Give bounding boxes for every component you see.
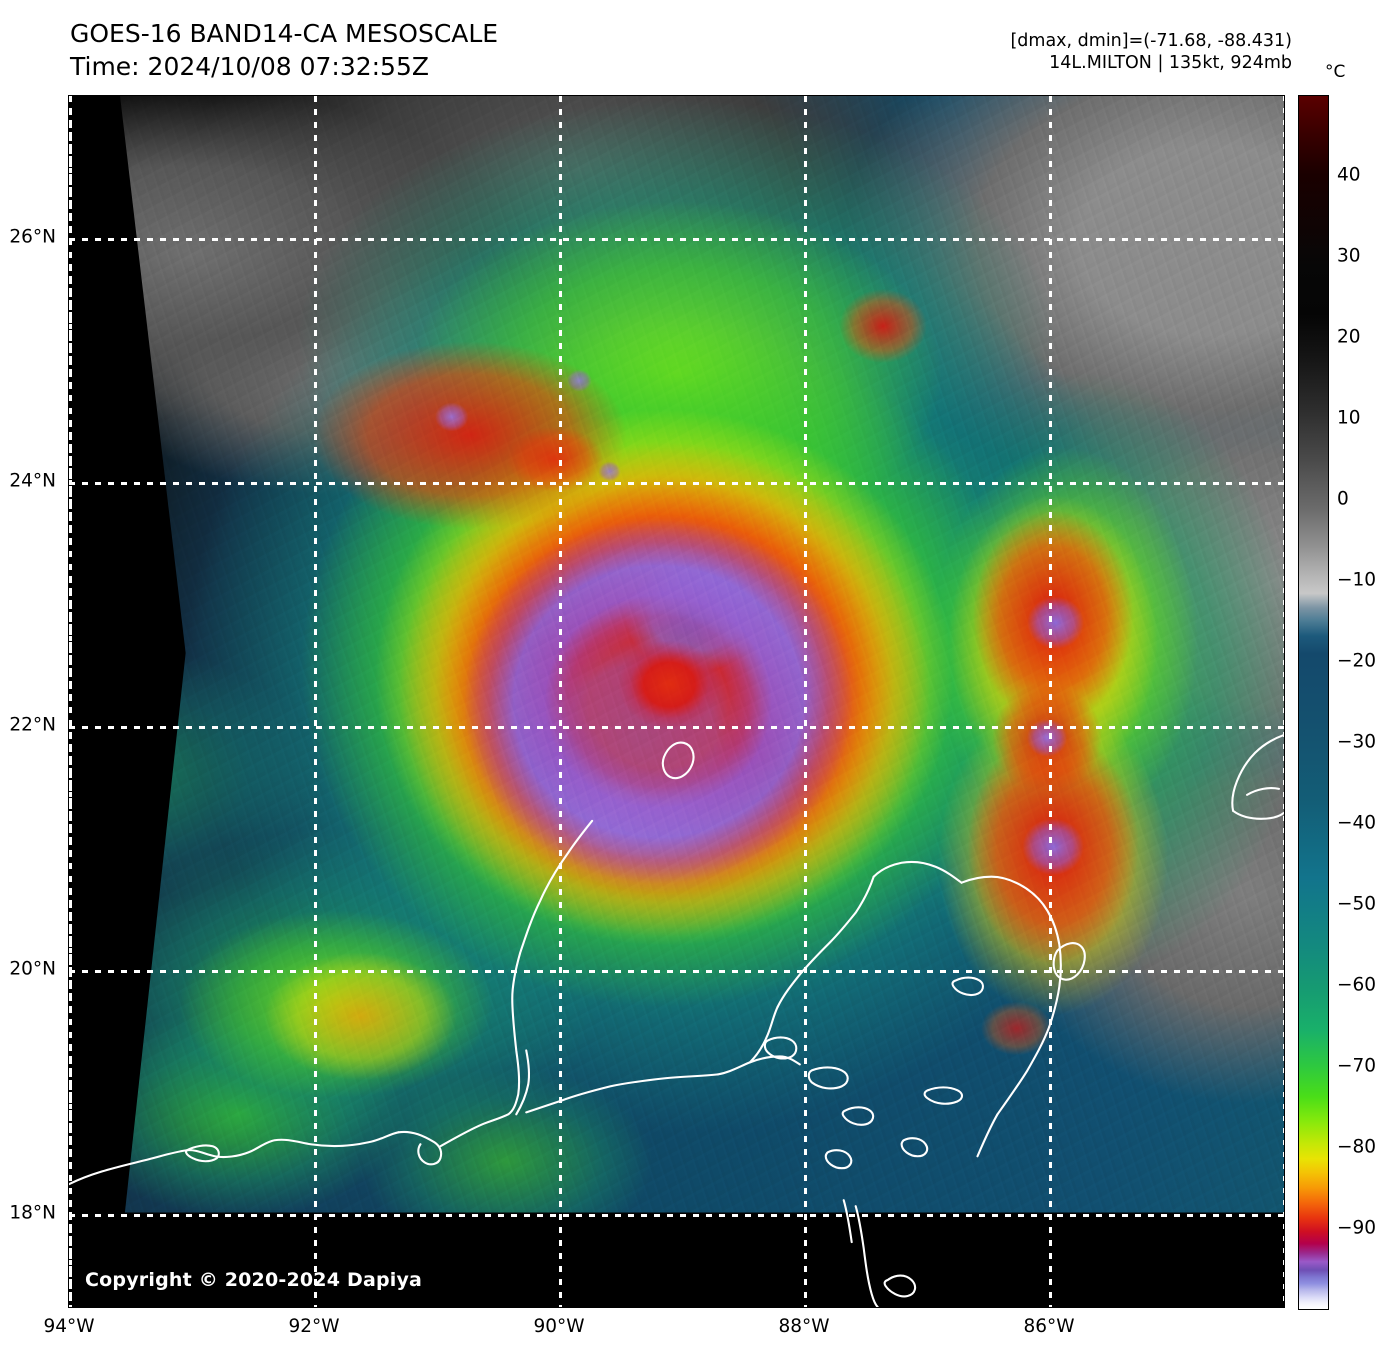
right-spine-minor-ticks	[1283, 96, 1284, 1307]
hurricane-eye-layer	[69, 96, 1284, 1307]
header-title-block: GOES-16 BAND14-CA MESOSCALE Time: 2024/1…	[70, 18, 498, 83]
infrared-brightness-temperature-raster	[69, 96, 1284, 1307]
temperature-colorbar	[1298, 95, 1329, 1310]
satellite-image-plot: Copyright © 2020-2024 Dapiya	[68, 95, 1285, 1308]
colorbar-tick-20: 20	[1337, 326, 1361, 348]
colorbar-tick-10: 10	[1337, 407, 1361, 429]
colorbar-tick-30: 30	[1337, 245, 1361, 267]
texture-overlay	[69, 96, 1284, 1307]
colorbar-tick-m70: −70	[1337, 1055, 1377, 1077]
data-range-label: [dmax, dmin]=(-71.68, -88.431)	[1010, 31, 1292, 51]
copyright-label: Copyright © 2020-2024 Dapiya	[85, 1269, 423, 1291]
colorbar-tick-m10: −10	[1337, 569, 1377, 591]
colorbar-tick-m40: −40	[1337, 812, 1377, 834]
y-tick-label-18N: 18°N	[9, 1202, 56, 1224]
y-tick-label-26N: 26°N	[9, 226, 56, 248]
colorbar-unit-label: °C	[1325, 62, 1346, 82]
colorbar-tick-m30: −30	[1337, 731, 1377, 753]
x-tick-label-92W: 92°W	[288, 1316, 340, 1337]
x-tick-label-94W: 94°W	[43, 1316, 95, 1337]
page-title: GOES-16 BAND14-CA MESOSCALE	[70, 19, 499, 48]
timestamp-label: Time: 2024/10/08 07:32:55Z	[70, 51, 429, 81]
colorbar-tick-40: 40	[1337, 164, 1361, 186]
coastline-overlay	[69, 733, 1284, 1307]
colorbar-tick-m50: −50	[1337, 893, 1377, 915]
colorbar-gradient	[1299, 96, 1328, 1309]
colorbar-tick-m80: −80	[1337, 1136, 1377, 1158]
y-tick-label-22N: 22°N	[9, 714, 56, 736]
x-tick-label-90W: 90°W	[533, 1316, 585, 1337]
colorbar-tick-m20: −20	[1337, 650, 1377, 672]
colorbar-tick-m90: −90	[1337, 1217, 1377, 1239]
y-tick-label-20N: 20°N	[9, 958, 56, 980]
x-tick-label-86W: 86°W	[1023, 1316, 1075, 1337]
left-spine-minor-ticks	[69, 96, 72, 1307]
colorbar-tick-0: 0	[1337, 488, 1349, 510]
header-metadata-block: [dmax, dmin]=(-71.68, -88.431) 14L.MILTO…	[1010, 30, 1292, 74]
y-tick-label-24N: 24°N	[9, 470, 56, 492]
colorbar-tick-m60: −60	[1337, 974, 1377, 996]
storm-info-label: 14L.MILTON | 135kt, 924mb	[1049, 53, 1292, 74]
x-tick-label-88W: 88°W	[778, 1316, 830, 1337]
